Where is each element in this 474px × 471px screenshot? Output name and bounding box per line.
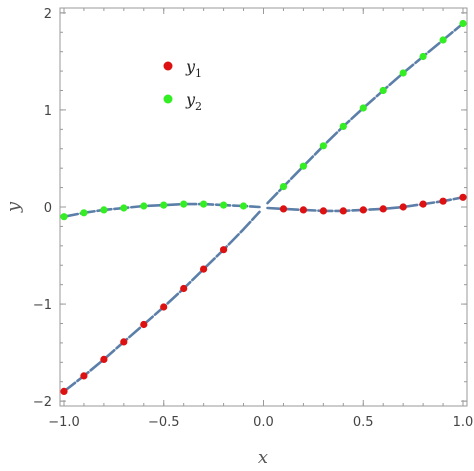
y-tick-label: 0 bbox=[44, 201, 52, 216]
x-tick-label: 0.0 bbox=[253, 415, 274, 430]
point-y1 bbox=[359, 206, 367, 214]
point-y2 bbox=[120, 204, 128, 212]
point-y1 bbox=[379, 205, 387, 213]
point-y2 bbox=[180, 200, 188, 208]
point-y2 bbox=[379, 86, 387, 95]
y-axis-title: y bbox=[3, 201, 24, 213]
y-tick-label: −2 bbox=[33, 395, 52, 410]
point-y1 bbox=[200, 265, 208, 273]
point-y2 bbox=[299, 162, 307, 170]
point-y1 bbox=[100, 355, 108, 363]
point-y1 bbox=[220, 246, 228, 254]
point-y2 bbox=[80, 209, 88, 217]
fit-curve-2 bbox=[62, 202, 261, 218]
point-y2 bbox=[319, 142, 327, 150]
legend-label-y2: y2 bbox=[185, 90, 202, 113]
fit-curve-3 bbox=[266, 22, 465, 205]
legend-item-2: y2 bbox=[163, 90, 202, 113]
x-tick-label: −1.0 bbox=[48, 415, 80, 430]
point-y1 bbox=[140, 320, 148, 329]
point-y1 bbox=[439, 197, 447, 205]
point-y1 bbox=[279, 205, 288, 213]
point-y1 bbox=[419, 200, 427, 208]
point-y1 bbox=[160, 303, 168, 311]
data-points bbox=[60, 19, 467, 395]
point-y2 bbox=[419, 52, 427, 61]
point-y2 bbox=[279, 183, 288, 191]
legend: y1 y2 bbox=[163, 57, 202, 113]
point-y1 bbox=[60, 387, 68, 395]
point-y2 bbox=[60, 213, 68, 221]
legend-item-1: y1 bbox=[163, 57, 202, 80]
point-y1 bbox=[399, 203, 407, 211]
point-y1 bbox=[459, 193, 467, 201]
point-y1 bbox=[319, 207, 327, 215]
legend-marker-y2 bbox=[163, 94, 173, 104]
point-y2 bbox=[439, 36, 447, 44]
point-y1 bbox=[80, 372, 88, 380]
point-y1 bbox=[299, 206, 307, 214]
x-tick-label: −0.5 bbox=[148, 415, 180, 430]
point-y2 bbox=[160, 201, 168, 209]
x-tick-label: 1.0 bbox=[453, 415, 474, 430]
point-y2 bbox=[339, 122, 347, 130]
point-y2 bbox=[399, 69, 407, 77]
point-y1 bbox=[339, 207, 347, 215]
point-y2 bbox=[220, 201, 228, 209]
x-axis-title: x bbox=[258, 447, 268, 468]
point-y1 bbox=[180, 284, 188, 293]
legend-label-y1: y1 bbox=[185, 57, 202, 80]
point-y2 bbox=[140, 202, 148, 210]
y-tick-label: −1 bbox=[33, 298, 52, 313]
x-tick-label: 0.5 bbox=[353, 415, 374, 430]
fit-curve-1 bbox=[62, 210, 261, 393]
point-y2 bbox=[459, 19, 467, 28]
axis-ticks: −1.0 −0.5 0.0 0.5 1.0 −2 −1 0 1 2 bbox=[33, 7, 474, 430]
point-y2 bbox=[100, 206, 108, 214]
point-y1 bbox=[120, 338, 128, 346]
y-tick-label: 2 bbox=[44, 7, 52, 22]
point-y2 bbox=[200, 200, 208, 208]
legend-marker-y1 bbox=[163, 61, 173, 71]
y-tick-label: 1 bbox=[44, 104, 52, 119]
point-y2 bbox=[239, 202, 248, 210]
point-y2 bbox=[359, 104, 367, 112]
